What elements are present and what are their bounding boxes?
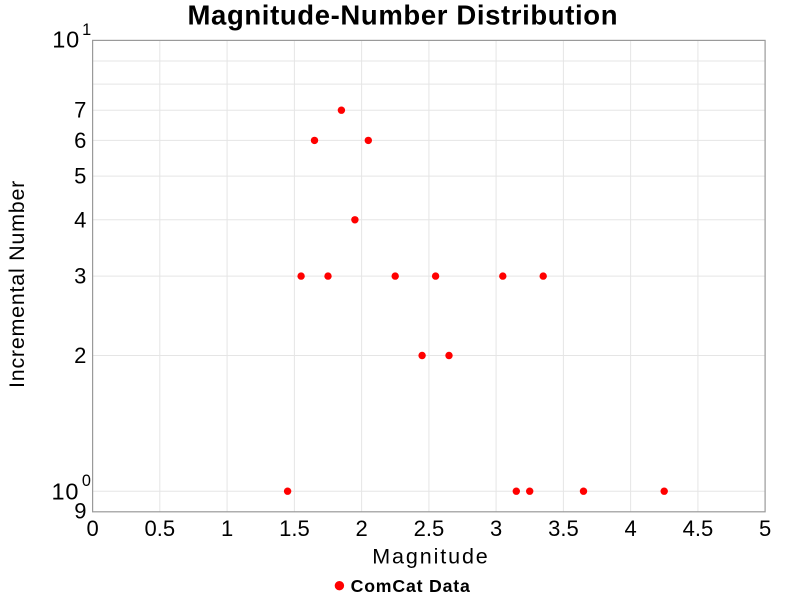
svg-text:7: 7 bbox=[74, 98, 86, 123]
svg-text:5: 5 bbox=[74, 164, 86, 189]
svg-text:2: 2 bbox=[355, 516, 367, 541]
svg-text:Magnitude-Number Distribution: Magnitude-Number Distribution bbox=[188, 0, 618, 30]
svg-text:1: 1 bbox=[82, 21, 91, 39]
svg-text:10: 10 bbox=[52, 479, 79, 505]
svg-text:Incremental Number: Incremental Number bbox=[5, 181, 29, 388]
svg-text:1.5: 1.5 bbox=[279, 516, 310, 541]
svg-text:ComCat Data: ComCat Data bbox=[351, 576, 470, 596]
svg-text:3.5: 3.5 bbox=[548, 516, 579, 541]
svg-text:5: 5 bbox=[759, 516, 771, 541]
svg-text:6: 6 bbox=[74, 128, 86, 153]
svg-text:10: 10 bbox=[52, 27, 79, 53]
svg-text:2.5: 2.5 bbox=[414, 516, 445, 541]
svg-text:2: 2 bbox=[74, 343, 86, 368]
svg-text:0: 0 bbox=[82, 472, 91, 490]
svg-text:0: 0 bbox=[86, 516, 98, 541]
svg-text:Magnitude: Magnitude bbox=[372, 545, 488, 569]
svg-text:0.5: 0.5 bbox=[145, 516, 176, 541]
svg-text:1: 1 bbox=[221, 516, 233, 541]
svg-text:4.5: 4.5 bbox=[683, 516, 714, 541]
svg-text:9: 9 bbox=[74, 498, 86, 523]
svg-text:4: 4 bbox=[74, 207, 86, 232]
svg-text:3: 3 bbox=[490, 516, 502, 541]
svg-text:3: 3 bbox=[74, 264, 86, 289]
svg-text:4: 4 bbox=[624, 516, 636, 541]
